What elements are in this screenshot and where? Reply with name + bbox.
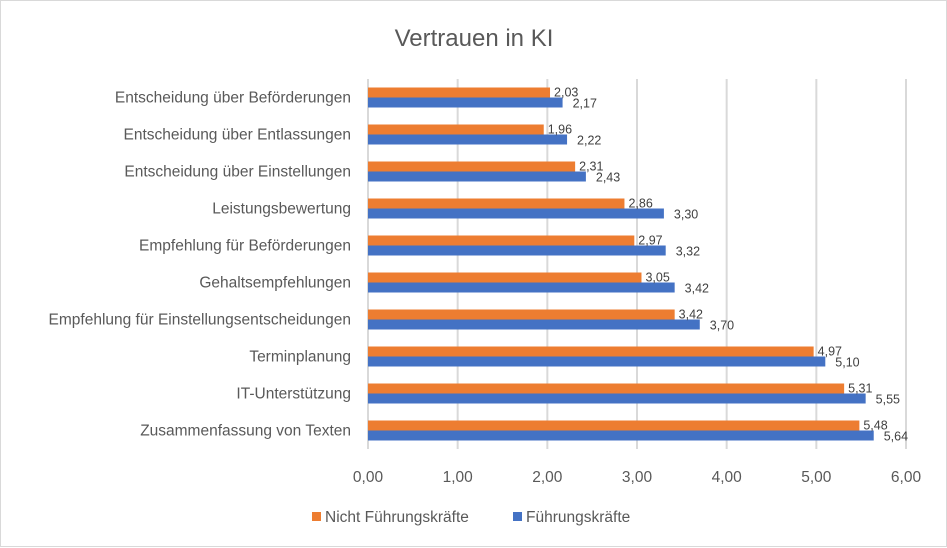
data-label: 2,97 [638, 234, 662, 248]
category-label: Empfehlung für Einstellungsentscheidunge… [49, 312, 351, 329]
category-label: Zusammenfassung von Texten [140, 423, 351, 440]
data-label: 2,31 [579, 160, 603, 174]
data-label: 5,64 [884, 430, 908, 444]
legend: Nicht Führungskräfte Führungskräfte [312, 509, 630, 526]
data-label: 3,70 [710, 319, 734, 333]
category-label: Empfehlung für Beförderungen [139, 238, 351, 255]
data-label: 3,05 [645, 271, 669, 285]
bar-nicht-fuehrungskraefte [368, 272, 642, 283]
bar-fuehrungskraefte [368, 208, 664, 219]
bar-nicht-fuehrungskraefte [368, 309, 675, 320]
legend-label: Nicht Führungskräfte [325, 509, 469, 526]
bar-fuehrungskraefte [368, 245, 666, 256]
x-axis-ticks: 0,00 1,00 2,00 3,00 4,00 5,00 6,00 [353, 469, 922, 486]
category-label: Gehaltsempfehlungen [199, 275, 351, 292]
data-label: 5,48 [863, 419, 887, 433]
bar-fuehrungskraefte [368, 171, 586, 182]
x-tick-label: 0,00 [353, 469, 384, 486]
x-tick-label: 2,00 [532, 469, 563, 486]
bar-fuehrungskraefte [368, 393, 866, 404]
category-label: IT-Unterstützung [236, 386, 351, 403]
data-label: 2,22 [577, 134, 601, 148]
data-label: 3,30 [674, 208, 698, 222]
category-label: Entscheidung über Entlassungen [124, 127, 352, 144]
bar-fuehrungskraefte [368, 319, 700, 330]
x-tick-label: 5,00 [801, 469, 832, 486]
x-tick-label: 1,00 [443, 469, 474, 486]
data-label: 2,43 [596, 171, 620, 185]
x-tick-label: 3,00 [622, 469, 653, 486]
bar-fuehrungskraefte [368, 430, 874, 441]
category-label: Leistungsbewertung [212, 201, 351, 218]
category-label: Terminplanung [249, 349, 351, 366]
category-label: Entscheidung über Einstellungen [124, 164, 351, 181]
data-labels: 2,032,171,96 2,22 2,312,43 2,86 3,30 2,97 3,32… [548, 86, 908, 444]
bar-fuehrungskraefte [368, 282, 675, 293]
bars [368, 87, 874, 441]
data-label: 5,10 [835, 356, 859, 370]
data-label: 2,17 [573, 97, 597, 111]
data-label: 5,55 [876, 393, 900, 407]
x-tick-label: 4,00 [712, 469, 743, 486]
bar-fuehrungskraefte [368, 97, 563, 108]
data-label: 3,42 [679, 308, 703, 322]
category-label: Entscheidung über Beförderungen [115, 90, 351, 107]
data-label: 3,32 [676, 245, 700, 259]
data-label: 3,42 [685, 282, 709, 296]
data-label: 1,96 [548, 123, 572, 137]
legend-swatch [312, 512, 321, 521]
chart-title: Vertrauen in KI [395, 25, 554, 52]
bar-nicht-fuehrungskraefte [368, 161, 576, 172]
data-label: 5,31 [848, 382, 872, 396]
bar-nicht-fuehrungskraefte [368, 198, 625, 209]
bar-nicht-fuehrungskraefte [368, 383, 845, 394]
bar-nicht-fuehrungskraefte [368, 124, 544, 135]
data-label: 4,97 [818, 345, 842, 359]
data-label: 2,86 [628, 197, 652, 211]
bar-nicht-fuehrungskraefte [368, 87, 551, 98]
bar-fuehrungskraefte [368, 134, 568, 145]
bar-nicht-fuehrungskraefte [368, 420, 860, 431]
x-tick-label: 6,00 [891, 469, 922, 486]
category-labels: Entscheidung über Beförderungen Entscheid… [49, 90, 351, 440]
data-label: 2,03 [554, 86, 578, 100]
legend-label: Führungskräfte [526, 509, 630, 526]
bar-nicht-fuehrungskraefte [368, 235, 635, 246]
bar-fuehrungskraefte [368, 356, 826, 367]
legend-swatch [513, 512, 522, 521]
bar-nicht-fuehrungskraefte [368, 346, 814, 357]
